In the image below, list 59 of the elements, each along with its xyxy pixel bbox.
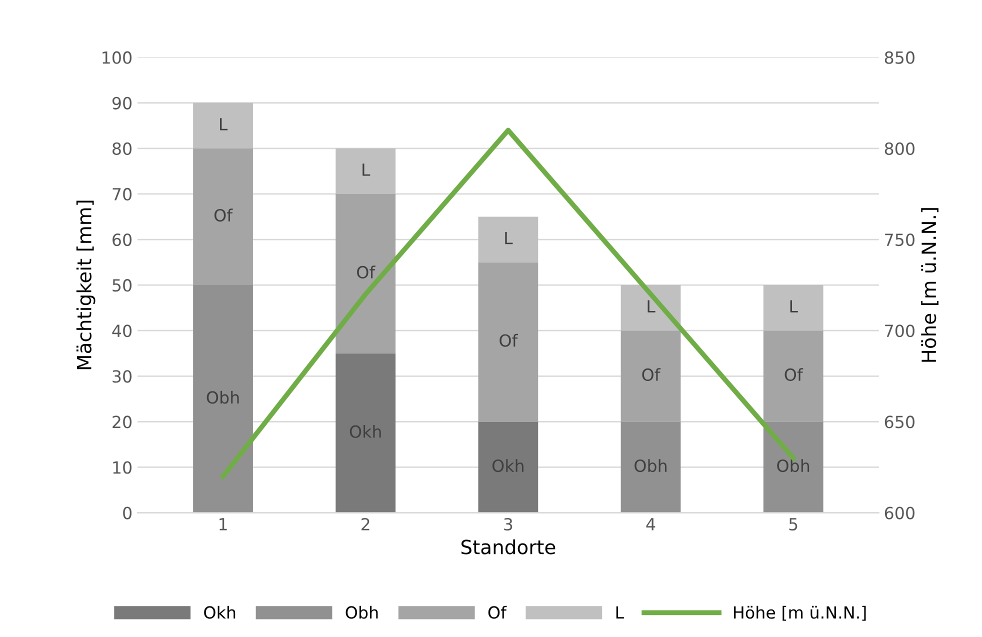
data-label: Obh xyxy=(634,459,666,472)
x-tick-label: 2 xyxy=(362,518,370,530)
bar xyxy=(763,285,824,331)
data-label: L xyxy=(362,164,370,176)
data-label: L xyxy=(505,232,513,244)
legend-label: Höhe [m ü.N.N.] xyxy=(734,606,866,621)
x-tick-label: 4 xyxy=(646,518,656,530)
data-label: Of xyxy=(214,208,233,222)
data-label: Obh xyxy=(777,459,810,472)
data-label: Of xyxy=(357,266,376,279)
data-label: L xyxy=(220,118,228,130)
y2-tick-label: 850 xyxy=(884,51,914,64)
y2-axis-title: Höhe [m ü.N.N.] xyxy=(921,208,938,362)
y-tick-label: 20 xyxy=(112,416,132,428)
data-label: Okh xyxy=(350,425,381,438)
y2-tick-label: 750 xyxy=(885,233,914,246)
x-tick-label: 5 xyxy=(789,518,798,531)
data-label: Of xyxy=(500,334,518,347)
data-label: Of xyxy=(642,368,661,381)
legend-label: L xyxy=(616,606,624,619)
y2-tick-label: 650 xyxy=(884,416,914,428)
y-tick-label: 70 xyxy=(112,188,132,201)
y-axis-title: Mächtigkeit [mm] xyxy=(76,200,96,370)
legend-label: Obh xyxy=(346,606,378,619)
bar xyxy=(478,422,538,513)
legend-label: Of xyxy=(488,606,507,619)
legend-label: Okh xyxy=(204,606,236,619)
bar xyxy=(336,148,396,194)
data-label: L xyxy=(648,300,656,312)
bar xyxy=(478,262,538,422)
y-tick-label: 90 xyxy=(112,96,132,110)
data-label: Obh xyxy=(206,390,239,404)
bar xyxy=(620,330,681,422)
bar xyxy=(336,194,396,354)
bar xyxy=(620,422,681,513)
x-tick-label: 1 xyxy=(220,518,227,530)
bar xyxy=(336,353,396,513)
data-label: L xyxy=(790,300,798,312)
y-tick-label: 30 xyxy=(112,370,132,383)
y-tick-label: 40 xyxy=(112,324,132,338)
bar xyxy=(193,102,253,148)
y-tick-label: 10 xyxy=(113,461,132,474)
data-label: Of xyxy=(784,368,804,381)
y-tick-label: 60 xyxy=(112,233,132,246)
bar xyxy=(193,285,253,513)
bar xyxy=(478,216,538,262)
x-tick-label: 3 xyxy=(504,518,512,531)
y-tick-label: 0 xyxy=(123,506,132,520)
bar xyxy=(763,422,824,513)
data-label: Okh xyxy=(492,459,524,472)
y-tick-label: 80 xyxy=(112,142,132,155)
y-tick-label: 50 xyxy=(112,279,132,292)
x-axis-title: Standorte xyxy=(461,539,556,554)
y2-tick-label: 700 xyxy=(885,324,914,338)
bar xyxy=(193,148,253,286)
y2-tick-label: 800 xyxy=(884,142,914,155)
y-tick-label: 100 xyxy=(102,51,132,64)
bar xyxy=(763,330,824,422)
y2-tick-label: 600 xyxy=(884,506,914,520)
